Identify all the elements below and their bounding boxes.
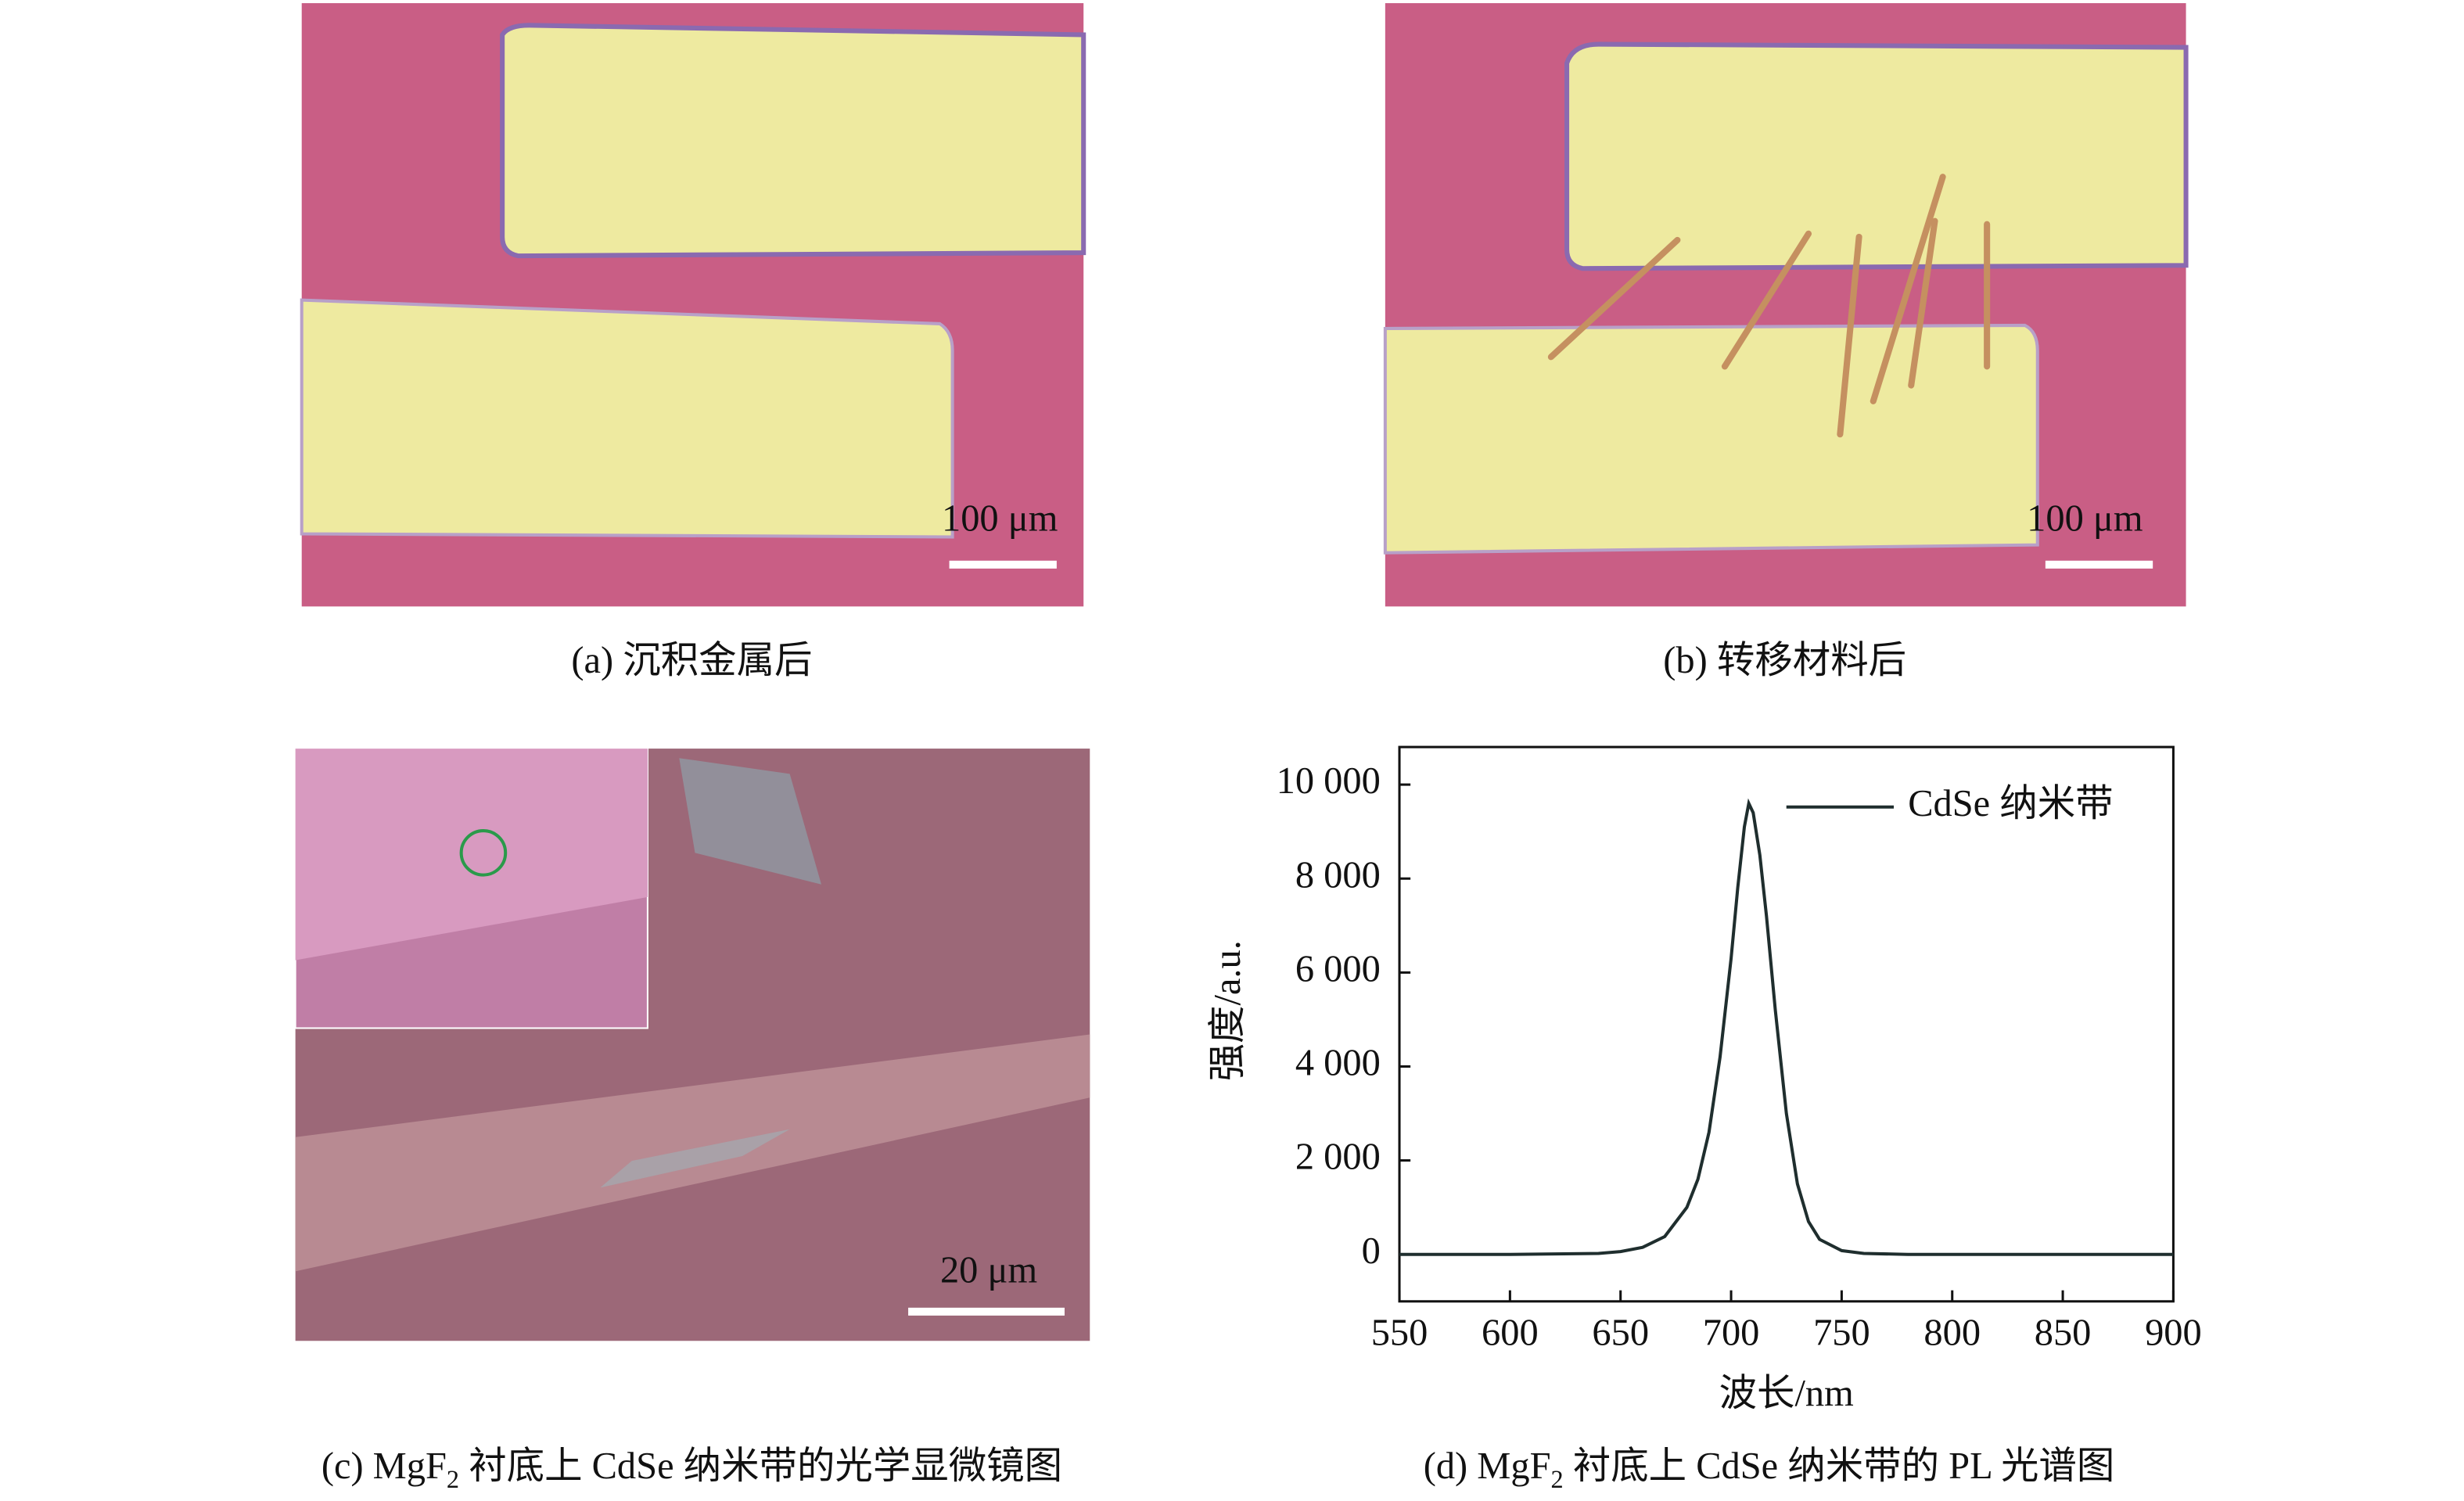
x-tick-label: 650	[1592, 1312, 1649, 1353]
line-series	[1399, 798, 2174, 1256]
scale-bar	[2045, 560, 2153, 569]
scale-bar	[949, 560, 1057, 569]
x-tick-label: 600	[1482, 1312, 1539, 1353]
caption-text: (c) MgF	[321, 1445, 447, 1487]
caption: (c) MgF2 衬底上 CdSe 纳米带的光学显微镜图	[321, 1445, 1062, 1493]
y-tick-label: 8 000	[1295, 854, 1381, 896]
x-tick-label: 700	[1703, 1312, 1760, 1353]
caption-text: 衬底上 CdSe 纳米带的 PL 光谱图	[1564, 1445, 2115, 1487]
caption-subscript: 2	[447, 1465, 459, 1493]
x-axis-label: 波长/nm	[1719, 1373, 1854, 1414]
caption: (d) MgF2 衬底上 CdSe 纳米带的 PL 光谱图	[1424, 1445, 2115, 1493]
caption: (a) 沉积金属后	[571, 640, 812, 681]
x-tick-label: 550	[1371, 1312, 1428, 1353]
x-tick-label: 800	[1923, 1312, 1981, 1353]
y-axis-label: 强度/a.u.	[1207, 940, 1248, 1081]
y-tick-label: 6 000	[1295, 948, 1381, 989]
scale-bar-label: 20 μm	[940, 1250, 1037, 1291]
caption-text: (d) MgF	[1424, 1445, 1551, 1487]
legend-label: CdSe 纳米带	[1908, 783, 2113, 824]
x-tick-label: 750	[1813, 1312, 1870, 1353]
scale-bar-label: 100 μm	[2027, 497, 2143, 539]
scale-bar-label: 100 μm	[942, 497, 1058, 539]
scale-bar	[908, 1307, 1065, 1316]
y-tick-label: 0	[1362, 1230, 1381, 1272]
micrograph-a	[300, 3, 1087, 607]
x-tick-label: 850	[2035, 1312, 2092, 1353]
micrograph-c	[294, 748, 1090, 1341]
y-tick-label: 10 000	[1277, 760, 1381, 802]
plot-frame	[1398, 745, 2175, 1303]
caption-subscript: 2	[1551, 1465, 1564, 1493]
caption: (b) 转移材料后	[1663, 640, 1906, 681]
micrograph-b	[1383, 3, 2189, 607]
y-tick-label: 2 000	[1295, 1137, 1381, 1178]
caption-text: 衬底上 CdSe 纳米带的光学显微镜图	[459, 1445, 1062, 1487]
x-tick-label: 900	[2145, 1312, 2202, 1353]
y-tick-label: 4 000	[1295, 1043, 1381, 1084]
